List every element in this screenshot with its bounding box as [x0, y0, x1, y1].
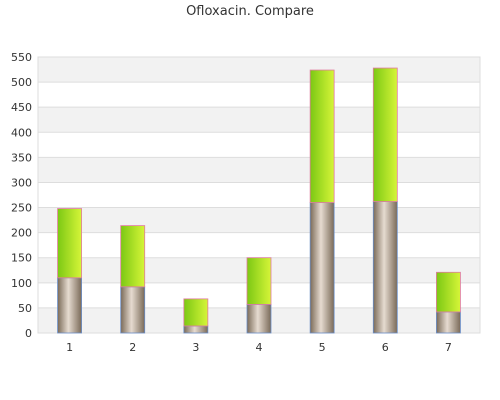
x-tick-label: 3: [192, 341, 199, 354]
x-tick-label: 2: [129, 341, 136, 354]
bar-segment-lower: [309, 202, 335, 334]
x-tick-label: 4: [256, 341, 263, 354]
grid-band: [38, 207, 480, 233]
y-tick-label: 250: [11, 202, 32, 215]
y-axis-tick-labels: 0 50 100 150 200 250 300 350 400 450 500 550: [11, 51, 32, 340]
grid-band: [38, 107, 480, 133]
bar-segment-lower: [372, 201, 398, 334]
y-tick-label: 550: [11, 51, 32, 64]
bar-segment-upper: [372, 67, 398, 202]
grid-band: [38, 157, 480, 183]
bar-segment-upper: [246, 257, 272, 305]
bar-segment-lower: [183, 325, 209, 334]
y-tick-label: 150: [11, 252, 32, 265]
bar-segment-upper: [120, 225, 146, 288]
y-tick-label: 100: [11, 277, 32, 290]
bar-segment-upper: [309, 69, 335, 203]
y-tick-label: 200: [11, 227, 32, 240]
x-tick-label: 5: [319, 341, 326, 354]
chart-title: Ofloxacin. Compare: [186, 4, 314, 19]
y-tick-label: 300: [11, 176, 32, 189]
bar-segment-lower: [57, 277, 82, 334]
y-tick-label: 450: [11, 101, 32, 114]
bar-segment-upper: [57, 208, 82, 279]
y-tick-label: 0: [25, 327, 32, 340]
x-tick-label: 7: [445, 341, 452, 354]
bar-segment-upper: [183, 298, 209, 327]
y-tick-label: 50: [18, 302, 32, 315]
x-tick-label: 6: [382, 341, 389, 354]
grid-band: [38, 57, 480, 83]
bar-segment-lower: [436, 311, 461, 334]
bar-segment-lower: [246, 303, 272, 334]
bars: [57, 67, 461, 334]
bar-segment-upper: [436, 271, 461, 313]
bar-segment-lower: [120, 286, 146, 334]
x-axis-tick-labels: 1 2 3 4 5 6 7: [66, 341, 452, 354]
x-tick-label: 1: [66, 341, 73, 354]
plot-background-bands: [38, 57, 480, 333]
y-tick-label: 500: [11, 76, 32, 89]
y-tick-label: 400: [11, 126, 32, 139]
y-tick-label: 350: [11, 151, 32, 164]
